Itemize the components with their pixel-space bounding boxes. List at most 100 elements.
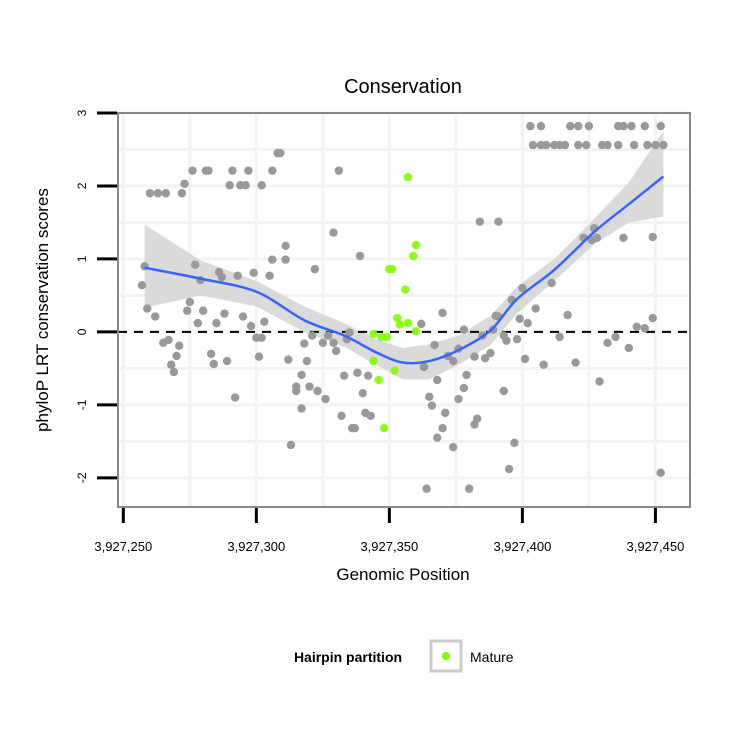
point-other bbox=[523, 318, 532, 328]
point-other bbox=[198, 306, 208, 315]
point-other bbox=[528, 140, 538, 150]
point-other bbox=[419, 362, 429, 372]
point-other bbox=[433, 433, 442, 442]
point-other bbox=[619, 121, 628, 131]
point-other bbox=[321, 394, 330, 404]
point-mature bbox=[393, 313, 402, 323]
point-mature bbox=[411, 240, 421, 250]
point-other bbox=[438, 308, 447, 318]
point-other bbox=[177, 189, 187, 198]
point-other bbox=[560, 140, 570, 150]
point-other bbox=[571, 358, 580, 367]
point-other bbox=[643, 140, 652, 150]
point-other bbox=[300, 339, 309, 348]
point-other bbox=[355, 251, 365, 261]
point-other bbox=[310, 264, 320, 274]
point-other bbox=[339, 371, 349, 380]
point-other bbox=[143, 304, 152, 313]
point-other bbox=[539, 360, 548, 369]
point-other bbox=[188, 166, 197, 175]
point-other bbox=[494, 217, 503, 226]
point-other bbox=[358, 388, 367, 398]
point-mature bbox=[403, 318, 413, 328]
y-axis-label: phyloP LRT conservation scores bbox=[33, 188, 52, 432]
y-tick-label: 1 bbox=[75, 255, 89, 262]
point-other bbox=[204, 166, 213, 175]
point-other bbox=[582, 140, 591, 150]
point-other bbox=[518, 283, 527, 293]
point-other bbox=[651, 140, 660, 150]
point-other bbox=[276, 148, 285, 158]
point-other bbox=[169, 367, 179, 377]
point-other bbox=[531, 304, 540, 313]
y-tick-label: 3 bbox=[75, 109, 89, 116]
point-other bbox=[624, 343, 634, 353]
point-other bbox=[172, 351, 181, 361]
plot-panel-border bbox=[117, 112, 691, 508]
point-other bbox=[555, 332, 564, 342]
point-mature bbox=[401, 285, 410, 294]
point-other bbox=[417, 319, 426, 329]
point-other bbox=[244, 166, 253, 175]
point-other bbox=[433, 375, 442, 385]
x-tick-label: 3,927,400 bbox=[493, 539, 551, 554]
point-other bbox=[592, 233, 602, 242]
point-other bbox=[268, 166, 277, 175]
x-axis-label: Genomic Position bbox=[336, 565, 469, 584]
point-other bbox=[297, 404, 306, 413]
point-other bbox=[640, 324, 649, 333]
point-other bbox=[284, 355, 293, 364]
point-other bbox=[547, 278, 556, 288]
point-other bbox=[520, 354, 530, 364]
point-mature bbox=[390, 366, 399, 375]
point-other bbox=[180, 179, 189, 188]
point-other bbox=[422, 484, 431, 493]
point-other bbox=[659, 140, 668, 150]
point-other bbox=[337, 411, 346, 420]
point-other bbox=[462, 370, 471, 380]
point-other bbox=[512, 334, 522, 344]
point-other bbox=[619, 233, 628, 242]
point-other bbox=[167, 360, 176, 369]
x-axis: 3,927,250 3,927,300 3,927,350 3,927,400 3,92… bbox=[94, 508, 684, 554]
point-other bbox=[648, 232, 657, 242]
point-other bbox=[536, 121, 546, 131]
point-other bbox=[161, 189, 171, 198]
point-other bbox=[363, 371, 373, 380]
legend-title: Hairpin partition bbox=[294, 649, 402, 665]
point-other bbox=[603, 338, 612, 348]
x-tick-label: 3,927,450 bbox=[626, 539, 684, 554]
point-mature bbox=[395, 320, 405, 329]
point-other bbox=[174, 341, 184, 350]
point-other bbox=[595, 377, 604, 386]
point-other bbox=[265, 271, 274, 280]
y-tick-label: 2 bbox=[75, 182, 89, 189]
point-other bbox=[350, 424, 359, 433]
point-other bbox=[305, 382, 314, 391]
confidence-band bbox=[144, 131, 664, 380]
point-other bbox=[427, 401, 437, 410]
point-other bbox=[366, 411, 375, 420]
point-other bbox=[515, 314, 524, 323]
point-other bbox=[475, 217, 485, 226]
point-mature bbox=[379, 424, 389, 433]
point-other bbox=[656, 468, 665, 477]
point-other bbox=[504, 464, 514, 474]
point-other bbox=[217, 272, 226, 282]
y-tick-label: 0 bbox=[75, 328, 89, 335]
point-other bbox=[425, 392, 434, 402]
legend: Hairpin partition Mature bbox=[294, 639, 514, 673]
point-other bbox=[190, 260, 200, 269]
point-other bbox=[459, 383, 469, 393]
point-other bbox=[613, 140, 623, 150]
point-other bbox=[611, 332, 620, 342]
point-other bbox=[488, 325, 498, 334]
point-other bbox=[449, 356, 458, 366]
point-other bbox=[329, 228, 338, 237]
point-other bbox=[486, 348, 495, 358]
point-other bbox=[246, 321, 256, 331]
point-other bbox=[640, 121, 649, 131]
point-other bbox=[230, 393, 240, 402]
point-other bbox=[233, 271, 242, 280]
point-other bbox=[603, 140, 612, 150]
